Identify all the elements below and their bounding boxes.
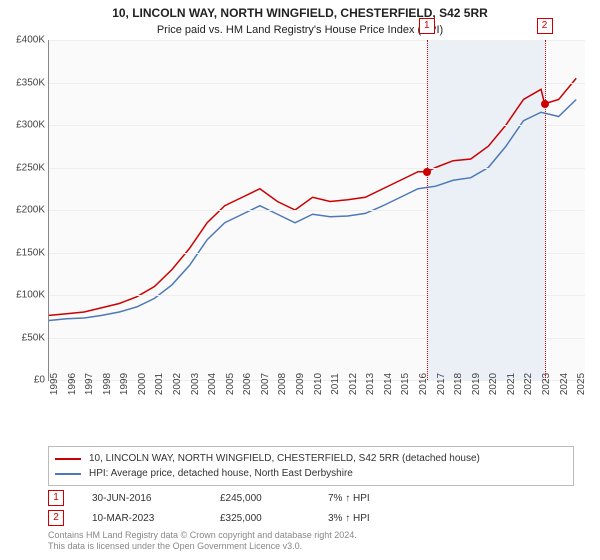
y-axis-tick-label: £50K [5,332,45,343]
price-marker-number: 1 [419,18,435,34]
y-axis-tick-label: £0 [5,375,45,386]
legend-box: 10, LINCOLN WAY, NORTH WINGFIELD, CHESTE… [48,446,574,486]
legend-label: HPI: Average price, detached house, Nort… [89,466,353,481]
legend-label: 10, LINCOLN WAY, NORTH WINGFIELD, CHESTE… [89,451,480,466]
chart-subtitle: Price paid vs. HM Land Registry's House … [0,22,600,36]
chart-area: £0£50K£100K£150K£200K£250K£300K£350K£400… [48,40,584,410]
chart-container: 10, LINCOLN WAY, NORTH WINGFIELD, CHESTE… [0,0,600,560]
plot-region: £0£50K£100K£150K£200K£250K£300K£350K£400… [48,40,585,381]
marker-data-row: 2 10-MAR-2023 £325,000 3% ↑ HPI [48,508,584,528]
y-axis-tick-label: £150K [5,247,45,258]
price-marker-dot [541,100,549,108]
marker-delta: 7% ↑ HPI [328,493,370,504]
marker-number-box: 1 [48,490,64,506]
legend-item: HPI: Average price, detached house, Nort… [55,466,567,481]
y-axis-tick-label: £350K [5,77,45,88]
legend-color-swatch [55,458,81,460]
price-marker-number: 2 [537,18,553,34]
marker-data-rows: 1 30-JUN-2016 £245,000 7% ↑ HPI 2 10-MAR-2023… [48,488,584,528]
price-marker-dot [423,168,431,176]
x-axis-tick-label: 2025 [576,373,600,395]
attribution-line2: This data is licensed under the Open Gov… [48,541,357,552]
marker-price: £245,000 [220,493,300,504]
marker-date: 10-MAR-2023 [92,513,192,524]
y-axis-tick-label: £400K [5,35,45,46]
marker-delta: 3% ↑ HPI [328,513,370,524]
legend-item: 10, LINCOLN WAY, NORTH WINGFIELD, CHESTE… [55,451,567,466]
marker-price: £325,000 [220,513,300,524]
legend-color-swatch [55,473,81,475]
marker-number-box: 2 [48,510,64,526]
marker-date: 30-JUN-2016 [92,493,192,504]
y-axis-tick-label: £300K [5,120,45,131]
chart-title: 10, LINCOLN WAY, NORTH WINGFIELD, CHESTE… [0,0,600,22]
attribution-line1: Contains HM Land Registry data © Crown c… [48,530,357,541]
y-axis-tick-label: £250K [5,162,45,173]
attribution-text: Contains HM Land Registry data © Crown c… [48,530,357,553]
y-axis-tick-label: £100K [5,290,45,301]
marker-data-row: 1 30-JUN-2016 £245,000 7% ↑ HPI [48,488,584,508]
y-axis-tick-label: £200K [5,205,45,216]
